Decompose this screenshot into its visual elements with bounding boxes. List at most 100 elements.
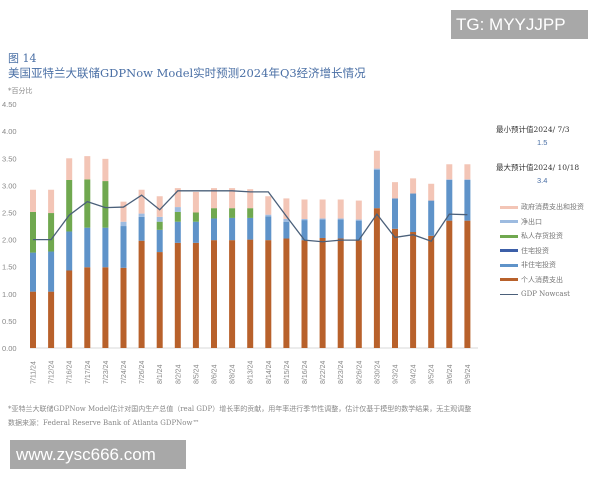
bar-segment-pce: [355, 240, 362, 348]
legend-swatch-icon: [500, 278, 518, 282]
x-tick-label: 8/26/24: [356, 361, 363, 384]
unit-label: *百分比: [8, 87, 33, 95]
bar-segment-pce: [247, 239, 254, 348]
bar-segment-net_export: [446, 179, 453, 180]
bar-segment-pce: [283, 238, 290, 348]
y-tick-label: 1.50: [2, 263, 17, 272]
bar-segment-gov: [156, 196, 163, 217]
x-tick-label: 7/26/24: [139, 361, 146, 384]
legend-item-nonres: 非住宅投资: [500, 258, 584, 273]
bar-segment-gov: [48, 189, 55, 214]
x-tick-label: 9/6/24: [447, 364, 454, 384]
bar-segment-pce: [156, 252, 163, 348]
bar-segment-nonres: [156, 229, 163, 253]
bar-segment-pce: [120, 267, 127, 348]
bar-segment-nonres: [392, 198, 398, 229]
y-tick-label: 3.00: [2, 181, 17, 190]
min-estimate-value: 1.5: [537, 138, 548, 147]
bar-segment-net_export: [283, 219, 290, 222]
x-tick-label: 7/12/24: [49, 361, 56, 384]
figure-label: 图 14: [8, 52, 37, 65]
bar-segment-gov: [446, 164, 453, 180]
bar-segment-net_export: [138, 213, 145, 217]
y-tick-label: 0.00: [2, 344, 17, 353]
legend-label: 政府消费支出和投资: [521, 203, 584, 212]
x-tick-label: 8/15/24: [284, 361, 291, 384]
bar-segment-gov: [464, 164, 471, 180]
bar-segment-pce: [192, 242, 199, 348]
bar-segment-pce: [373, 208, 380, 348]
bar-segment-pce: [48, 291, 55, 348]
x-tick-label: 8/2/24: [175, 364, 182, 384]
bar-segment-nonres: [229, 217, 236, 241]
bar-segment-nonres: [247, 217, 254, 240]
legend-item-net_export: 净出口: [500, 215, 584, 230]
x-tick-label: 8/1/24: [157, 364, 164, 384]
bar-segment-gov: [192, 191, 199, 213]
bar-segment-net_export: [373, 168, 380, 170]
y-tick-label: 0.50: [2, 317, 17, 326]
y-tick-label: 4.50: [2, 100, 17, 109]
bar-segment-gov: [301, 199, 308, 220]
x-tick-label: 8/13/24: [248, 361, 255, 384]
bar-segment-net_export: [120, 221, 127, 227]
min-estimate-label: 最小预计值2024/ 7/3: [496, 125, 570, 134]
bar-segment-pce: [30, 291, 36, 348]
y-tick-label: 4.00: [2, 127, 17, 136]
x-tick-label: 8/5/24: [193, 364, 200, 384]
x-tick-label: 8/30/24: [374, 361, 381, 384]
bar-segment-inventory: [229, 208, 236, 218]
bar-segment-net_export: [337, 218, 344, 220]
bar-segment-gov: [138, 189, 145, 214]
bar-segment-gov: [120, 201, 127, 222]
bar-segment-nonres: [48, 251, 55, 292]
x-tick-label: 8/22/24: [320, 361, 327, 384]
y-tick-label: 2.50: [2, 209, 17, 218]
bar-segment-inventory: [48, 213, 55, 252]
legend-swatch-icon: [500, 220, 518, 224]
bar-segment-gov: [265, 196, 272, 215]
bar-segment-gov: [410, 178, 417, 194]
bar-segment-gov: [102, 158, 109, 182]
bar-segment-gov: [337, 199, 344, 219]
legend-item-nowcast: GDP Nowcast: [500, 287, 584, 302]
x-tick-label: 9/9/24: [465, 364, 472, 384]
legend-item-gov: 政府消费支出和投资: [500, 200, 584, 215]
legend-label: GDP Nowcast: [521, 290, 570, 299]
gdp-nowcast-line: [33, 190, 468, 243]
chart-legend: 政府消费支出和投资 净出口 私人存货投资 住宅投资 非住宅投资 个人消费支出 GDP Now…: [500, 200, 584, 302]
x-tick-label: 8/8/24: [230, 364, 237, 384]
bar-segment-nonres: [66, 231, 73, 271]
x-tick-label: 7/17/24: [85, 361, 92, 384]
x-tick-label: 7/11/24: [31, 361, 38, 384]
legend-item-pce: 个人消费支出: [500, 273, 584, 288]
bar-segment-net_export: [355, 219, 362, 221]
bar-segment-pce: [464, 220, 471, 348]
bar-segment-nonres: [265, 216, 272, 241]
legend-swatch-icon: [500, 205, 518, 209]
bar-segment-inventory: [30, 211, 36, 253]
bar-segment-net_export: [464, 179, 471, 180]
bar-segment-nonres: [120, 226, 127, 268]
legend-item-residential: 住宅投资: [500, 244, 584, 259]
bar-segment-gov: [247, 189, 254, 209]
bar-segment-inventory: [102, 181, 109, 228]
bar-segment-nonres: [355, 220, 362, 241]
bar-segment-inventory: [156, 221, 163, 230]
x-tick-label: 7/23/24: [103, 361, 110, 384]
bar-segment-gov: [428, 183, 435, 201]
x-tick-label: 8/23/24: [338, 361, 345, 384]
bar-segment-pce: [102, 267, 109, 348]
x-tick-label: 9/5/24: [429, 364, 436, 384]
legend-label: 个人消费支出: [521, 275, 563, 284]
bar-segment-pce: [428, 235, 435, 348]
legend-swatch-icon: [500, 249, 518, 253]
y-tick-label: 3.50: [2, 154, 17, 163]
data-source: 数据来源：Federal Reserve Bank of Atlanta GDP…: [8, 419, 200, 427]
max-estimate-label: 最大预计值2024/ 10/18: [496, 163, 580, 172]
bar-segment-pce: [392, 228, 398, 348]
bar-segment-nonres: [174, 221, 181, 243]
bar-segment-inventory: [247, 208, 254, 218]
bar-segment-pce: [410, 232, 417, 348]
y-tick-label: 2.00: [2, 236, 17, 245]
